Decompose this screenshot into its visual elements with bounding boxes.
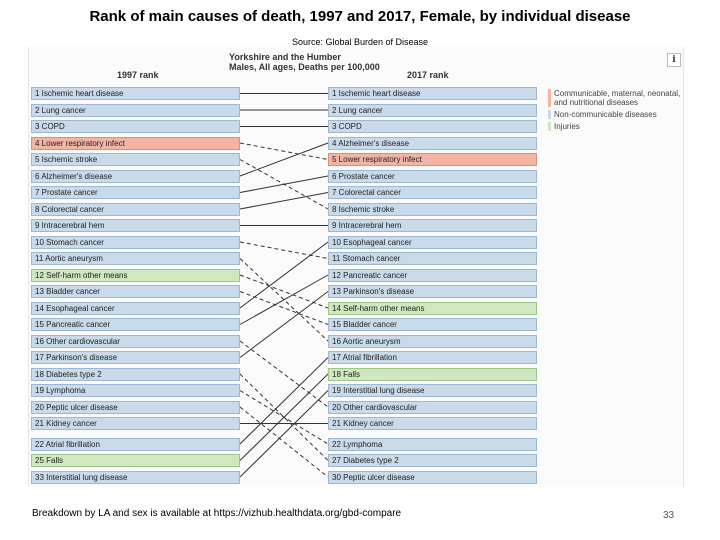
right-rank-row[interactable]: 22 Lymphoma: [328, 437, 537, 451]
left-rank-row[interactable]: 21 Kidney cancer: [31, 417, 240, 430]
right-rank-row[interactable]: 10 Esophageal cancer: [328, 235, 537, 249]
left-rank-row[interactable]: 6 Alzheimer's disease: [31, 169, 240, 183]
page-number: 33: [663, 510, 675, 521]
right-rank-row[interactable]: 6 Prostate cancer: [328, 169, 537, 183]
left-rank-row[interactable]: 10 Stomach cancer: [31, 235, 240, 249]
legend-label: Communicable, maternal, neonatal, and nu…: [554, 89, 681, 107]
rank-link-line: [239, 291, 329, 325]
right-rank-row[interactable]: 19 Interstitial lung disease: [328, 384, 537, 397]
left-rank-row[interactable]: 2 Lung cancer: [31, 103, 240, 117]
right-rank-row[interactable]: 5 Lower respiratory infect: [328, 153, 537, 166]
legend-item: Communicable, maternal, neonatal, and nu…: [548, 89, 682, 107]
rank-link-line: [239, 274, 329, 325]
rank-link-line: [239, 258, 329, 342]
rank-link-line: [239, 340, 329, 408]
left-rank-row[interactable]: 15 Pancreatic cancer: [31, 318, 240, 331]
right-rank-row[interactable]: 16 Aortic aneurysm: [328, 334, 537, 348]
left-rank-row[interactable]: 17 Parkinson's disease: [31, 351, 240, 364]
legend-swatch: [548, 89, 551, 107]
right-rank-row[interactable]: 17 Atrial fibrillation: [328, 351, 537, 364]
left-column-header: 1997 rank: [117, 70, 159, 80]
legend-item: Injuries: [548, 122, 682, 131]
left-rank-row[interactable]: 20 Peptic ulcer disease: [31, 400, 240, 414]
left-rank-row[interactable]: 7 Prostate cancer: [31, 186, 240, 199]
rank-link-line: [239, 406, 329, 478]
right-column-header: 2017 rank: [407, 70, 449, 80]
footer-note: Breakdown by LA and sex is available at …: [32, 508, 402, 519]
rank-link-line: [239, 241, 329, 309]
right-rank-row[interactable]: 4 Alzheimer's disease: [328, 136, 537, 150]
right-rank-row[interactable]: 21 Kidney cancer: [328, 417, 537, 430]
right-rank-row[interactable]: 18 Falls: [328, 367, 537, 381]
rank-link-line: [239, 390, 329, 478]
right-rank-row[interactable]: 20 Other cardiovascular: [328, 400, 537, 414]
right-rank-row[interactable]: 3 COPD: [328, 120, 537, 133]
left-rank-row[interactable]: 19 Lymphoma: [31, 384, 240, 397]
rank-link-line: [239, 175, 329, 193]
rank-link-line: [239, 192, 329, 210]
panel-title-measure: Males, All ages, Deaths per 100,000: [229, 62, 380, 72]
panel-title-region: Yorkshire and the Humber: [229, 52, 341, 62]
legend-label: Non-communicable diseases: [554, 110, 657, 119]
legend: Communicable, maternal, neonatal, and nu…: [548, 89, 682, 134]
rank-link-line: [239, 373, 329, 461]
left-rank-row[interactable]: 11 Aortic aneurysm: [31, 252, 240, 265]
left-rank-row[interactable]: 18 Diabetes type 2: [31, 367, 240, 381]
left-rank-row[interactable]: 5 Ischemic stroke: [31, 153, 240, 166]
left-rank-row[interactable]: 8 Colorectal cancer: [31, 202, 240, 216]
left-rank-row[interactable]: 22 Atrial fibrillation: [31, 437, 240, 451]
legend-item: Non-communicable diseases: [548, 110, 682, 119]
right-rank-row[interactable]: 30 Peptic ulcer disease: [328, 470, 537, 484]
left-rank-row[interactable]: 4 Lower respiratory infect: [31, 136, 240, 150]
rank-link-line: [239, 142, 329, 177]
right-rank-row[interactable]: 11 Stomach cancer: [328, 252, 537, 265]
left-rank-row[interactable]: 12 Self-harm other means: [31, 268, 240, 282]
left-rank-row[interactable]: 16 Other cardiovascular: [31, 334, 240, 348]
right-rank-row[interactable]: 13 Parkinson's disease: [328, 285, 537, 298]
legend-label: Injuries: [554, 122, 580, 131]
slide-title: Rank of main causes of death, 1997 and 2…: [89, 8, 631, 25]
right-rank-row[interactable]: 9 Intracerebral hem: [328, 219, 537, 232]
right-rank-row[interactable]: 15 Bladder cancer: [328, 318, 537, 331]
right-rank-row[interactable]: 7 Colorectal cancer: [328, 186, 537, 199]
legend-swatch: [548, 110, 551, 119]
panel-title: Yorkshire and the Humber Males, All ages…: [229, 52, 380, 72]
rank-link-line: [239, 291, 329, 358]
left-rank-row[interactable]: 33 Interstitial lung disease: [31, 470, 240, 484]
left-rank-row[interactable]: 1 Ischemic heart disease: [31, 87, 240, 100]
right-rank-row[interactable]: 27 Diabetes type 2: [328, 454, 537, 467]
rank-link-line: [239, 357, 329, 445]
rank-link-line: [239, 241, 329, 259]
info-icon[interactable]: i: [667, 53, 681, 67]
right-rank-row[interactable]: 1 Ischemic heart disease: [328, 87, 537, 100]
left-rank-row[interactable]: 14 Esophageal cancer: [31, 301, 240, 315]
right-rank-row[interactable]: 2 Lung cancer: [328, 103, 537, 117]
source-note: Source: Global Burden of Disease: [291, 37, 429, 47]
left-rank-row[interactable]: 9 Intracerebral hem: [31, 219, 240, 232]
left-rank-row[interactable]: 13 Bladder cancer: [31, 285, 240, 298]
right-rank-row[interactable]: 12 Pancreatic cancer: [328, 268, 537, 282]
left-rank-row[interactable]: 3 COPD: [31, 120, 240, 133]
right-rank-row[interactable]: 14 Self-harm other means: [328, 301, 537, 315]
legend-swatch: [548, 122, 551, 131]
right-rank-row[interactable]: 8 Ischemic stroke: [328, 202, 537, 216]
rank-link-line: [239, 142, 329, 160]
left-rank-row[interactable]: 25 Falls: [31, 454, 240, 467]
rank-link-line: [239, 274, 329, 309]
